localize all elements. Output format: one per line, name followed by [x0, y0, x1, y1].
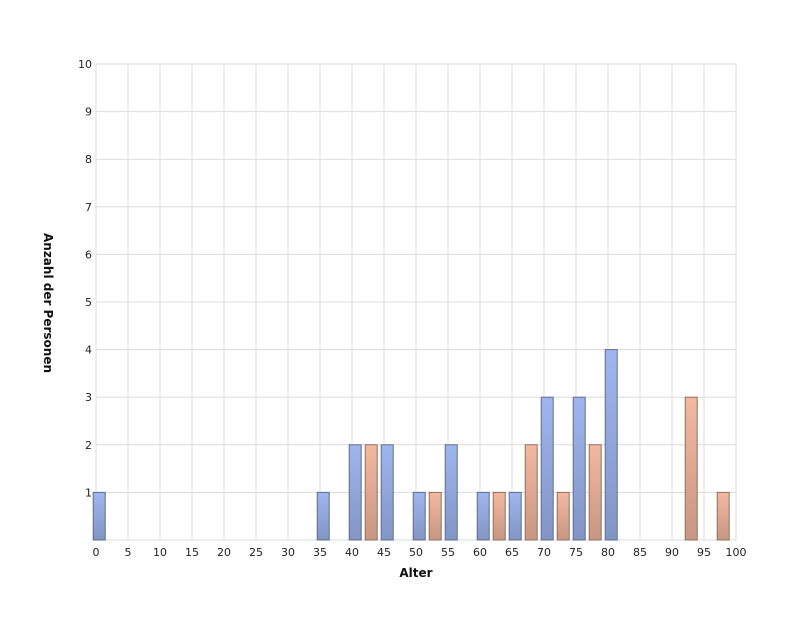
y-tick-label: 6	[85, 248, 92, 261]
x-tick-label: 100	[726, 546, 747, 559]
bar	[380, 444, 394, 541]
x-tick-label: 75	[569, 546, 583, 559]
x-tick-label: 15	[185, 546, 199, 559]
bar	[572, 396, 586, 541]
x-tick-label: 55	[441, 546, 455, 559]
grid	[95, 63, 737, 541]
y-tick-label: 4	[85, 344, 92, 357]
bar	[348, 444, 362, 541]
bar	[92, 491, 106, 541]
bar	[508, 491, 522, 541]
bar	[716, 491, 730, 541]
x-tick-label: 45	[377, 546, 391, 559]
x-tick-label: 50	[409, 546, 423, 559]
bar	[556, 491, 570, 541]
x-axis-title: Alter	[399, 566, 432, 580]
x-tick-label: 5	[125, 546, 132, 559]
x-tick-label: 30	[281, 546, 295, 559]
bar	[364, 444, 378, 541]
bar	[540, 396, 554, 541]
bar	[524, 444, 538, 541]
bar	[476, 491, 490, 541]
x-tick-label: 35	[313, 546, 327, 559]
y-tick-label: 5	[85, 296, 92, 309]
y-tick-label: 2	[85, 439, 92, 452]
y-tick-label: 8	[85, 153, 92, 166]
x-tick-label: 60	[473, 546, 487, 559]
x-tick-label: 0	[93, 546, 100, 559]
bar	[684, 396, 698, 541]
x-tick-label: 40	[345, 546, 359, 559]
x-tick-label: 10	[153, 546, 167, 559]
x-tick-label: 20	[217, 546, 231, 559]
x-tick-label: 80	[601, 546, 615, 559]
y-tick-label: 7	[85, 201, 92, 214]
y-axis-ticks: 1 2 3 4 5 6 7 8 9 10	[78, 58, 92, 499]
x-tick-label: 70	[537, 546, 551, 559]
bar	[444, 444, 458, 541]
y-tick-label: 3	[85, 391, 92, 404]
y-tick-label: 9	[85, 106, 92, 119]
x-tick-label: 65	[505, 546, 519, 559]
bar	[412, 491, 426, 541]
y-tick-label: 1	[85, 486, 92, 499]
bar	[316, 491, 330, 541]
bar	[428, 491, 442, 541]
x-tick-label: 85	[633, 546, 647, 559]
bar	[588, 444, 602, 541]
bars	[92, 349, 730, 541]
x-tick-label: 95	[697, 546, 711, 559]
y-tick-label: 10	[78, 58, 92, 71]
x-tick-label: 90	[665, 546, 679, 559]
bar	[492, 491, 506, 541]
x-axis-ticks: 0 5 10 15 20 25 30 35 40 45 50 55 60 65 70 75 80 85 90 95 10…	[93, 546, 747, 559]
y-axis-title: Anzahl der Personen	[41, 233, 55, 373]
bar	[604, 349, 618, 541]
x-tick-label: 25	[249, 546, 263, 559]
